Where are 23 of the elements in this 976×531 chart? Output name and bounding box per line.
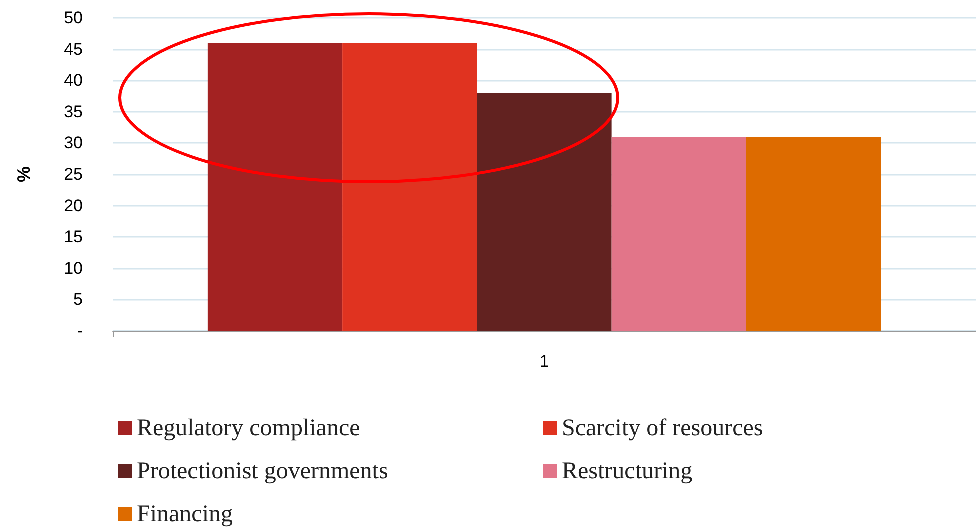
y-tick-label: 40	[64, 71, 83, 90]
y-tick-label: 30	[64, 134, 83, 153]
bar	[342, 43, 478, 331]
y-tick-label: 35	[64, 102, 83, 122]
y-tick-label: -	[77, 322, 83, 340]
x-tick-label: 1	[540, 352, 550, 371]
y-tick-label: 10	[64, 258, 83, 278]
y-tick-label: 45	[64, 40, 83, 59]
legend-label: Financing	[137, 502, 233, 528]
bar	[612, 136, 746, 331]
y-tick-label: 20	[64, 196, 83, 216]
y-axis-title: %	[14, 166, 34, 183]
y-tick-label: 15	[64, 228, 83, 247]
y-tick-label: 5	[74, 290, 83, 310]
legend-label: Restructuring	[562, 458, 693, 484]
y-tick-label: 25	[64, 165, 83, 184]
legend-label: Scarcity of resources	[562, 416, 764, 442]
bar	[477, 93, 612, 331]
bar	[746, 136, 882, 331]
bar	[208, 43, 343, 331]
legend-label: Regulatory compliance	[137, 416, 360, 442]
legend-label: Protectionist governments	[137, 458, 388, 484]
y-tick-label: 50	[64, 8, 83, 28]
